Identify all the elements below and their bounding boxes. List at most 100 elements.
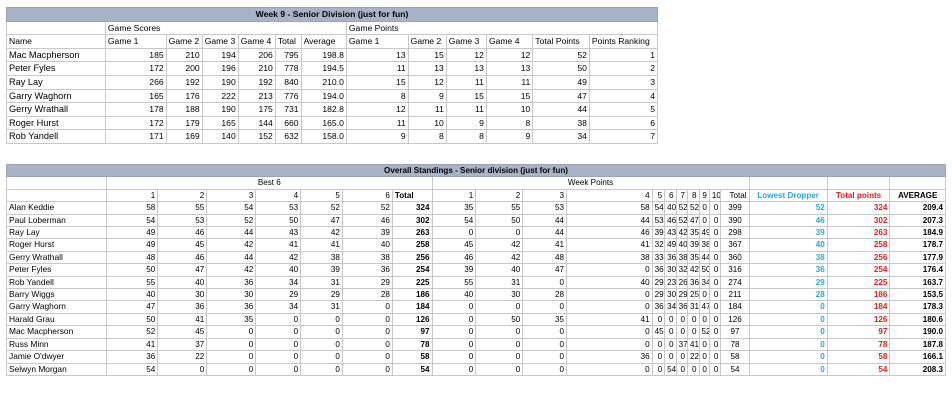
cell-value: 8 [485, 115, 534, 131]
cell-value: 29 [300, 288, 343, 302]
cell-value: 0 [522, 325, 568, 339]
cell-value: 33 [651, 250, 666, 265]
cell-value: 45 [431, 238, 477, 252]
table-row: Roger Hurst 49 45 42 41 41 40 258 45 42 41 41 32 49 40… [5, 238, 946, 252]
cell-value: 0 [698, 201, 710, 215]
cell-value: 166.1 [889, 350, 946, 364]
overall-standings-table: Overall Standings - Senior division (jus… [5, 163, 946, 376]
cell-value: 36 [566, 350, 653, 364]
cell-value: 40 [566, 275, 653, 290]
cell-value: 52 [675, 213, 689, 228]
cell-value: 44 [532, 102, 590, 117]
cell-value: 29 [255, 288, 302, 302]
cell-value: 78 [391, 337, 433, 352]
cell-value: 213 [237, 88, 276, 104]
cell-value: 0 [475, 300, 524, 314]
player-name: Selwyn Morgan [5, 362, 108, 376]
cell-value: 0 [300, 362, 343, 376]
column-header: 1 [431, 188, 477, 203]
cell-value: 0 [748, 362, 828, 376]
cell-value: 0 [341, 337, 393, 352]
cell-value: 184 [720, 300, 750, 314]
cell-value: 399 [720, 201, 750, 215]
cell-value: 178.3 [889, 300, 946, 314]
cell-value: 0 [708, 337, 722, 352]
cell-value: 211 [720, 288, 750, 302]
cell-value: 26 [675, 275, 689, 290]
cell-value: 0 [255, 350, 302, 364]
cell-value: 40 [255, 263, 302, 277]
cell-value: 39 [341, 226, 393, 240]
cell-value: 1 [588, 47, 659, 63]
column-header: Total points [826, 188, 891, 203]
cell-value: 41 [566, 238, 653, 252]
cell-value: 97 [720, 325, 750, 339]
table-row: Peter Fyles 50 47 42 40 39 36 254 39 40 47 0 36 30 32 4… [5, 263, 946, 277]
cell-value: 0 [431, 337, 477, 352]
cell-value: 23 [664, 275, 677, 290]
table-row: Harald Grau 50 41 35 0 0 0 126 0 50 35 41 0 0 0 0 0 0 126 0… [5, 312, 946, 327]
cell-value: 35 [522, 312, 568, 327]
cell-value: 2 [588, 61, 659, 76]
player-name: Ray Lay [6, 74, 106, 90]
cell-value: 171 [104, 129, 167, 144]
cell-value: 22 [687, 350, 700, 364]
column-header: Game 4 [485, 34, 534, 49]
cell-value: 266 [104, 74, 167, 90]
player-name: Mac Macpherson [6, 47, 106, 63]
cell-value: 0 [698, 288, 710, 302]
cell-value: 15 [485, 88, 534, 104]
cell-value: 0 [206, 325, 257, 339]
cell-value: 0 [431, 362, 477, 376]
cell-value: 53 [157, 213, 208, 228]
cell-value: 194.5 [300, 61, 347, 76]
cell-value: 3 [588, 74, 659, 90]
cell-value: 0 [522, 350, 568, 364]
column-header: 9 [698, 188, 710, 203]
week9-table: Week 9 - Senior Division (just for fun) G… [6, 7, 659, 144]
table-row: Paul Loberman 54 53 52 50 47 46 302 54 50 44 44 53 46… [5, 213, 946, 228]
table-row: Rob Yandell 55 40 36 34 31 29 225 55 31 0 40 29 23 26 3… [5, 275, 946, 290]
cell-value: 0 [431, 226, 477, 240]
cell-value: 54 [826, 362, 891, 376]
cell-value: 42 [255, 250, 302, 265]
column-header: Total [720, 188, 750, 203]
cell-value: 184.9 [889, 226, 946, 240]
cell-value: 45 [651, 325, 666, 339]
cell-value: 254 [826, 263, 891, 277]
cell-value: 11 [345, 115, 409, 131]
cell-value: 52 [341, 201, 393, 215]
cell-value: 45 [157, 325, 208, 339]
cell-value: 44 [206, 250, 257, 265]
cell-value: 30 [157, 288, 208, 302]
cell-value: 46 [748, 213, 828, 228]
cell-value: 34 [664, 300, 677, 314]
cell-value: 778 [274, 61, 302, 76]
cell-value: 43 [664, 226, 677, 240]
cell-value: 42 [300, 226, 343, 240]
player-name: Peter Fyles [5, 263, 108, 277]
cell-value: 9 [407, 88, 447, 104]
column-header: Game 2 [407, 34, 447, 49]
cell-value: 53 [522, 201, 568, 215]
group-week-points: Week Points [431, 176, 750, 190]
column-header: 7 [675, 188, 689, 203]
cell-value: 36 [675, 300, 689, 314]
player-name: Jamie O'dwyer [5, 350, 108, 364]
cell-value: 54 [391, 362, 433, 376]
cell-value: 172 [104, 115, 167, 131]
cell-value: 10 [485, 102, 534, 117]
cell-value: 0 [475, 362, 524, 376]
cell-value: 632 [274, 129, 302, 144]
cell-value: 40 [675, 238, 689, 252]
cell-value: 126 [720, 312, 750, 327]
cell-value: 0 [300, 337, 343, 352]
cell-value: 54 [206, 201, 257, 215]
column-header: Game 3 [201, 34, 239, 49]
cell-value: 30 [206, 288, 257, 302]
cell-value: 0 [698, 362, 710, 376]
cell-value: 0 [651, 350, 666, 364]
table-row: Ray Lay494644434239263004446394342354902… [5, 226, 946, 240]
cell-value: 28 [748, 288, 828, 302]
cell-value: 731 [274, 102, 302, 117]
